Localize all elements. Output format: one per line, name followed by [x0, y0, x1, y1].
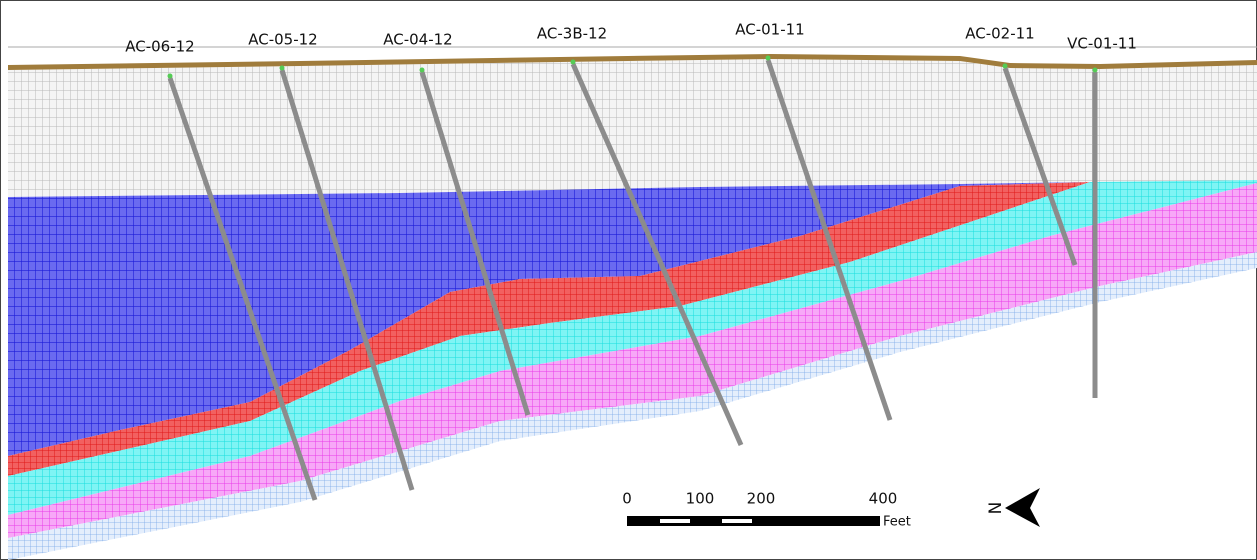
scale-bar-gap	[660, 519, 690, 523]
well-label: AC-01-11	[735, 21, 804, 39]
scale-tick: 200	[747, 490, 776, 508]
well-head	[1003, 64, 1008, 69]
scale-unit: Feet	[883, 515, 911, 530]
page: {"wells": [ {"label": "AC-06-12"}, {"lab…	[0, 0, 1257, 560]
well-head	[571, 60, 576, 65]
well-head	[168, 74, 173, 79]
well-head	[1093, 68, 1098, 73]
scale-tick: 100	[686, 490, 715, 508]
cross-section: AC-06-12 AC-05-12 AC-04-12 AC-3B-12 AC-01-11…	[0, 0, 1257, 560]
well-head	[766, 56, 771, 61]
well-head	[280, 66, 285, 71]
well-label: AC-04-12	[383, 31, 452, 49]
scale-bar-gap	[722, 519, 752, 523]
well-label: AC-3B-12	[537, 25, 607, 43]
scale-tick: 0	[622, 490, 632, 508]
scale-tick: 400	[869, 490, 898, 508]
well-label: AC-05-12	[248, 31, 317, 49]
well-label: VC-01-11	[1067, 35, 1137, 53]
well-label: AC-02-11	[965, 25, 1034, 43]
well-head	[420, 68, 425, 73]
unsaturated-zone	[8, 59, 1257, 197]
north-label: N	[986, 502, 1006, 515]
well-label: AC-06-12	[125, 38, 194, 56]
